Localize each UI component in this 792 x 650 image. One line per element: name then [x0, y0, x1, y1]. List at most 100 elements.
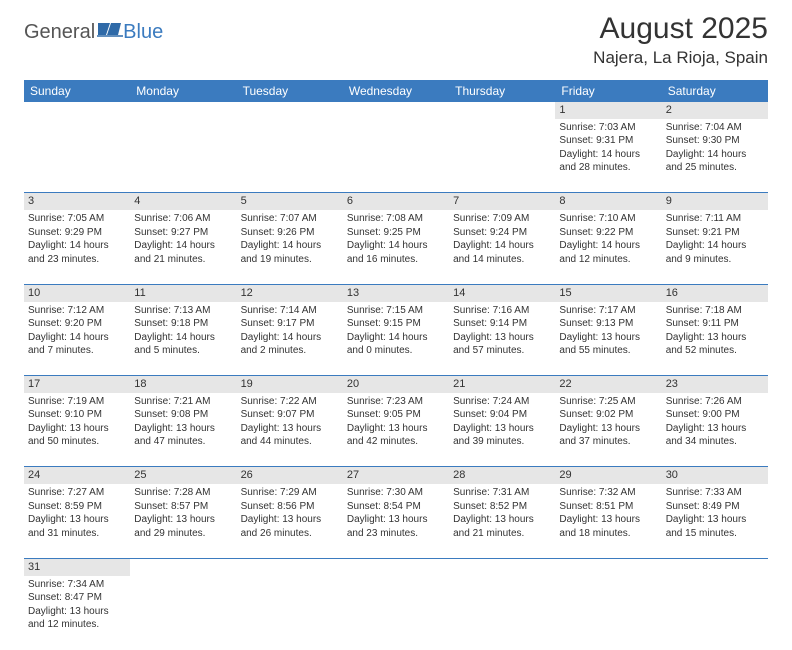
day-cell: Sunrise: 7:29 AMSunset: 8:56 PMDaylight:…: [237, 484, 343, 558]
day-number-cell: 30: [662, 467, 768, 484]
day-number-cell: 22: [555, 376, 661, 393]
day-number: 23: [666, 378, 678, 390]
day-cell: Sunrise: 7:06 AMSunset: 9:27 PMDaylight:…: [130, 210, 236, 284]
day-number: 26: [241, 469, 253, 481]
day-number-cell: 18: [130, 376, 236, 393]
sunrise-line: Sunrise: 7:15 AM: [347, 304, 445, 318]
day-number-cell: 21: [449, 376, 555, 393]
daylight-line: and 26 minutes.: [241, 527, 339, 541]
day-number: 5: [241, 195, 247, 207]
day-cell: Sunrise: 7:10 AMSunset: 9:22 PMDaylight:…: [555, 210, 661, 284]
daylight-line: Daylight: 14 hours: [559, 239, 657, 253]
weekday-header: Sunday: [24, 80, 130, 102]
daylight-line: and 34 minutes.: [666, 435, 764, 449]
daylight-line: and 12 minutes.: [28, 618, 126, 632]
daynum-row: 17181920212223: [24, 376, 768, 393]
daylight-line: Daylight: 14 hours: [347, 239, 445, 253]
sunrise-line: Sunrise: 7:23 AM: [347, 395, 445, 409]
daylight-line: and 52 minutes.: [666, 344, 764, 358]
sunrise-line: Sunrise: 7:14 AM: [241, 304, 339, 318]
sunset-line: Sunset: 8:52 PM: [453, 500, 551, 514]
daylight-line: Daylight: 13 hours: [241, 513, 339, 527]
day-cell: [237, 576, 343, 650]
day-number-cell: 19: [237, 376, 343, 393]
day-number-cell: 28: [449, 467, 555, 484]
day-number-cell: 1: [555, 102, 661, 119]
day-number-cell: 7: [449, 193, 555, 210]
day-number-cell: [130, 558, 236, 575]
day-cell: [555, 576, 661, 650]
sunset-line: Sunset: 9:04 PM: [453, 408, 551, 422]
daylight-line: Daylight: 13 hours: [134, 513, 232, 527]
daylight-line: Daylight: 14 hours: [666, 148, 764, 162]
calendar-row: Sunrise: 7:27 AMSunset: 8:59 PMDaylight:…: [24, 484, 768, 558]
weekday-header-row: Sunday Monday Tuesday Wednesday Thursday…: [24, 80, 768, 102]
day-cell: Sunrise: 7:32 AMSunset: 8:51 PMDaylight:…: [555, 484, 661, 558]
day-cell: Sunrise: 7:17 AMSunset: 9:13 PMDaylight:…: [555, 302, 661, 376]
sunrise-line: Sunrise: 7:26 AM: [666, 395, 764, 409]
sunrise-line: Sunrise: 7:03 AM: [559, 121, 657, 135]
day-number: 20: [347, 378, 359, 390]
day-number: 9: [666, 195, 672, 207]
daylight-line: and 0 minutes.: [347, 344, 445, 358]
logo: General Blue: [24, 20, 163, 44]
day-number-cell: 11: [130, 284, 236, 301]
daylight-line: Daylight: 13 hours: [347, 513, 445, 527]
day-cell: Sunrise: 7:21 AMSunset: 9:08 PMDaylight:…: [130, 393, 236, 467]
day-cell: [662, 576, 768, 650]
location-label: Najera, La Rioja, Spain: [593, 48, 768, 68]
day-cell: Sunrise: 7:08 AMSunset: 9:25 PMDaylight:…: [343, 210, 449, 284]
daylight-line: and 5 minutes.: [134, 344, 232, 358]
daylight-line: Daylight: 14 hours: [134, 331, 232, 345]
day-cell: [449, 119, 555, 193]
day-number-cell: [662, 558, 768, 575]
sunset-line: Sunset: 9:29 PM: [28, 226, 126, 240]
daylight-line: Daylight: 14 hours: [453, 239, 551, 253]
sunset-line: Sunset: 9:10 PM: [28, 408, 126, 422]
day-number-cell: 4: [130, 193, 236, 210]
daylight-line: and 55 minutes.: [559, 344, 657, 358]
sunset-line: Sunset: 9:20 PM: [28, 317, 126, 331]
daylight-line: Daylight: 13 hours: [28, 605, 126, 619]
daynum-row: 10111213141516: [24, 284, 768, 301]
sunset-line: Sunset: 9:24 PM: [453, 226, 551, 240]
day-number-cell: 27: [343, 467, 449, 484]
daylight-line: Daylight: 14 hours: [241, 331, 339, 345]
day-number: 31: [28, 561, 40, 573]
sunrise-line: Sunrise: 7:28 AM: [134, 486, 232, 500]
weekday-header: Monday: [130, 80, 236, 102]
sunrise-line: Sunrise: 7:33 AM: [666, 486, 764, 500]
day-number-cell: [449, 102, 555, 119]
day-cell: Sunrise: 7:24 AMSunset: 9:04 PMDaylight:…: [449, 393, 555, 467]
day-cell: [130, 576, 236, 650]
daylight-line: and 23 minutes.: [347, 527, 445, 541]
day-cell: [130, 119, 236, 193]
daylight-line: and 25 minutes.: [666, 161, 764, 175]
day-number: 16: [666, 287, 678, 299]
daylight-line: and 42 minutes.: [347, 435, 445, 449]
day-number: 25: [134, 469, 146, 481]
sunrise-line: Sunrise: 7:17 AM: [559, 304, 657, 318]
day-cell: [449, 576, 555, 650]
sunset-line: Sunset: 9:25 PM: [347, 226, 445, 240]
day-cell: Sunrise: 7:18 AMSunset: 9:11 PMDaylight:…: [662, 302, 768, 376]
daylight-line: and 21 minutes.: [134, 253, 232, 267]
sunset-line: Sunset: 8:57 PM: [134, 500, 232, 514]
sunrise-line: Sunrise: 7:27 AM: [28, 486, 126, 500]
day-number: 27: [347, 469, 359, 481]
day-number-cell: [449, 558, 555, 575]
page-title: August 2025: [593, 12, 768, 46]
daylight-line: and 28 minutes.: [559, 161, 657, 175]
day-number: 10: [28, 287, 40, 299]
day-cell: Sunrise: 7:34 AMSunset: 8:47 PMDaylight:…: [24, 576, 130, 650]
daylight-line: and 16 minutes.: [347, 253, 445, 267]
daylight-line: and 12 minutes.: [559, 253, 657, 267]
sunset-line: Sunset: 9:26 PM: [241, 226, 339, 240]
daylight-line: Daylight: 14 hours: [241, 239, 339, 253]
sunset-line: Sunset: 8:54 PM: [347, 500, 445, 514]
sunrise-line: Sunrise: 7:08 AM: [347, 212, 445, 226]
sunset-line: Sunset: 8:51 PM: [559, 500, 657, 514]
day-number-cell: 31: [24, 558, 130, 575]
day-number-cell: [130, 102, 236, 119]
day-number: 15: [559, 287, 571, 299]
